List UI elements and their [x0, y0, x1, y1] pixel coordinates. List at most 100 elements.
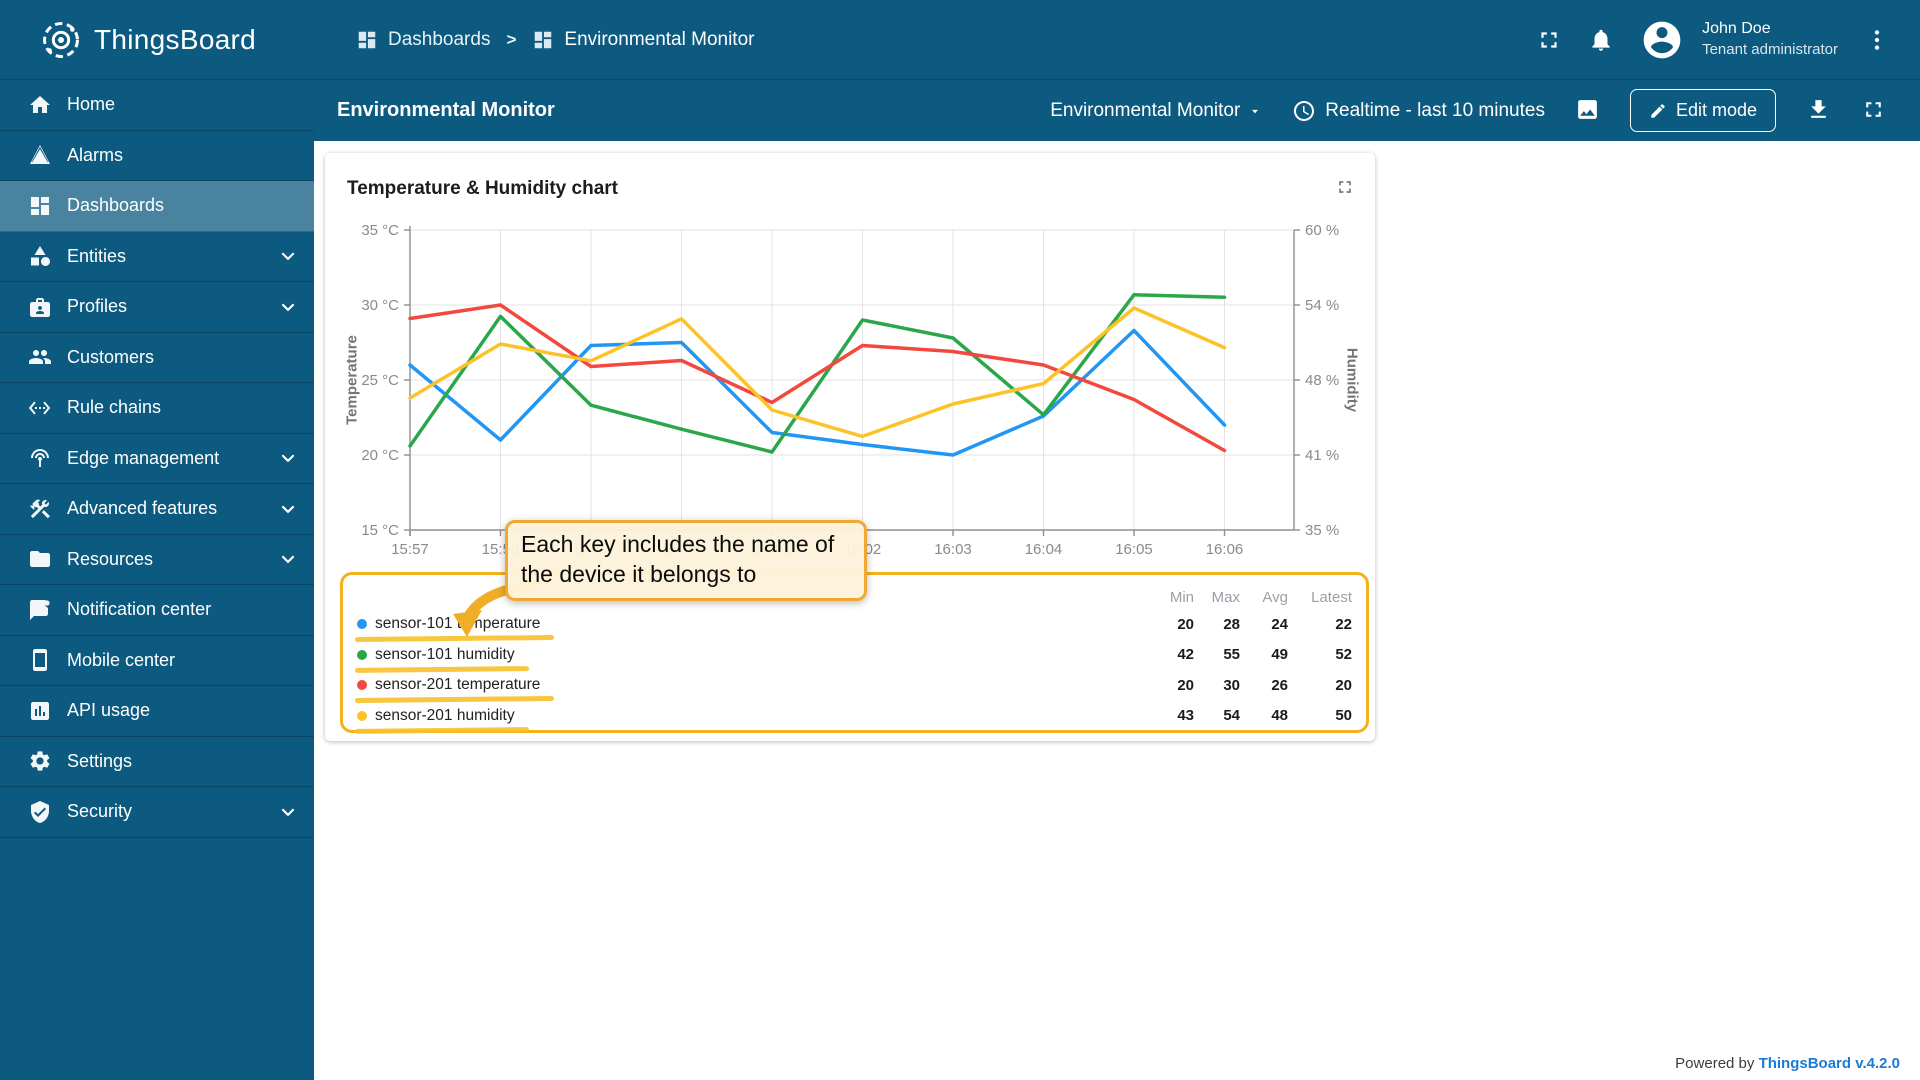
sidebar-item-resources[interactable]: Resources — [0, 535, 314, 585]
user-info[interactable]: John Doe Tenant administrator — [1702, 19, 1838, 59]
download-button[interactable] — [1806, 97, 1831, 125]
left-tick-label: 30 °C — [361, 297, 399, 314]
x-tick-label: 16:05 — [1115, 541, 1153, 558]
fullscreen-icon — [1866, 101, 1881, 117]
right-tick-label: 60 % — [1305, 222, 1339, 239]
customers-icon — [29, 350, 51, 365]
sidebar-item-profiles[interactable]: Profiles — [0, 282, 314, 333]
toolbar-fullscreen-button[interactable] — [1861, 97, 1886, 125]
legend-row-sensor-201-humidity: sensor-201 humidity 43 54 48 50 — [354, 701, 1352, 734]
sidebar-item-mobile-center[interactable]: Mobile center — [0, 636, 314, 686]
sidebar-item-notification-center[interactable]: Notification center — [0, 585, 314, 636]
right-tick-label: 35 % — [1305, 522, 1339, 539]
left-tick-label: 20 °C — [361, 447, 399, 464]
edit-mode-button[interactable]: Edit mode — [1629, 89, 1776, 132]
download-icon — [1811, 99, 1826, 118]
legend-max: 30 — [1223, 676, 1240, 694]
x-tick-label: 16:04 — [1025, 541, 1063, 558]
timewindow-button[interactable]: Realtime - last 10 minutes — [1292, 99, 1545, 123]
dashboard-select[interactable]: Environmental Monitor — [1050, 100, 1262, 122]
chevron-down-icon — [281, 556, 295, 564]
fullscreen-button[interactable] — [1536, 27, 1562, 53]
legend-avg: 26 — [1271, 676, 1288, 694]
legend-latest: 52 — [1335, 646, 1352, 664]
edge-management-icon — [31, 449, 49, 468]
sidebar-item-label: Security — [67, 801, 133, 822]
legend-column-avg: Avg — [1262, 588, 1288, 606]
bell-icon — [1592, 29, 1610, 51]
rule-chains-icon — [28, 401, 51, 415]
legend-min: 20 — [1177, 676, 1194, 694]
user-name: John Doe — [1702, 20, 1771, 38]
legend-column-max: Max — [1211, 588, 1240, 606]
sidebar-item-advanced-features[interactable]: Advanced features — [0, 484, 314, 535]
legend-key-label: sensor-201 temperature — [375, 676, 541, 694]
widget-fullscreen-button[interactable] — [1335, 177, 1355, 200]
sidebar-item-label: Rule chains — [67, 397, 162, 418]
sidebar-item-label: Alarms — [67, 144, 124, 165]
chart-area: 35 °C 30 °C 25 °C 20 °C 15 °C 60 % 54 % 48 % 41 … — [325, 208, 1375, 568]
thingsboard-logo[interactable]: ThingsBoard — [0, 19, 314, 61]
legend-row-sensor-101-humidity: sensor-101 humidity 42 55 49 52 — [354, 640, 1352, 673]
right-tick-label: 54 % — [1305, 297, 1339, 314]
sidebar-item-security[interactable]: Security — [0, 787, 314, 838]
sidebar-item-entities[interactable]: Entities — [0, 232, 314, 282]
sidebar-item-home[interactable]: Home — [0, 80, 314, 131]
series-line-sensor-201-temperature — [408, 303, 1227, 453]
user-avatar[interactable] — [1640, 18, 1684, 62]
legend-key[interactable]: sensor-101 humidity — [354, 646, 1146, 673]
mobile-center-icon — [33, 649, 47, 672]
breadcrumb-label: Dashboards — [388, 28, 491, 50]
legend-latest: 22 — [1335, 615, 1352, 633]
legend-key[interactable]: sensor-201 humidity — [354, 707, 1146, 734]
pencil-icon — [1651, 103, 1665, 118]
chart-canvas[interactable]: 35 °C 30 °C 25 °C 20 °C 15 °C 60 % 54 % 48 % 41 … — [325, 208, 1375, 568]
sidebar-item-label: Resources — [67, 548, 154, 569]
dashboard-image-button[interactable] — [1575, 97, 1600, 125]
logo-text: ThingsBoard — [94, 23, 257, 55]
left-axis-title: Temperature — [343, 335, 361, 425]
powered-by: Powered by ThingsBoard v.4.2.0 — [1675, 1055, 1900, 1072]
x-tick-label: 16:03 — [934, 541, 972, 558]
sidebar: Home Alarms Dashboards Entities Profiles Cust… — [0, 80, 314, 1080]
breadcrumb: Dashboards > Environmental Monitor — [356, 29, 754, 51]
series-color-dot — [357, 619, 367, 630]
sidebar-item-label: Settings — [67, 750, 133, 771]
sidebar-item-settings[interactable]: Settings — [0, 737, 314, 787]
breadcrumb-label: Environmental Monitor — [564, 28, 755, 50]
chevron-down-icon — [281, 808, 295, 816]
sidebar-item-customers[interactable]: Customers — [0, 333, 314, 383]
sidebar-item-api-usage[interactable]: API usage — [0, 686, 314, 737]
sidebar-item-label: Notification center — [67, 599, 212, 620]
chevron-down-icon — [281, 505, 295, 513]
sidebar-item-alarms[interactable]: Alarms — [0, 131, 314, 181]
entities-icon — [31, 246, 50, 267]
timewindow-label: Realtime - last 10 minutes — [1325, 99, 1545, 121]
home-icon — [30, 95, 50, 113]
sidebar-item-label: Home — [67, 94, 116, 115]
legend-latest: 20 — [1335, 676, 1352, 694]
chevron-down-icon — [281, 455, 295, 463]
series-color-dot — [357, 710, 367, 721]
legend-key[interactable]: sensor-201 temperature — [354, 676, 1146, 704]
sidebar-item-label: Advanced features — [67, 498, 218, 519]
clock-icon — [1294, 100, 1315, 121]
thingsboard-logo-icon — [43, 21, 79, 58]
series-line-sensor-101-humidity — [408, 293, 1227, 454]
notifications-button[interactable] — [1588, 27, 1614, 53]
more-menu-button[interactable] — [1864, 27, 1890, 53]
alarms-icon — [30, 145, 50, 165]
sidebar-item-edge-management[interactable]: Edge management — [0, 434, 314, 484]
sidebar-item-rule-chains[interactable]: Rule chains — [0, 383, 314, 434]
breadcrumb-item-environmental-monitor[interactable]: Environmental Monitor — [532, 29, 754, 51]
toolbar-actions: Environmental Monitor Realtime - last 10… — [1050, 89, 1886, 132]
sidebar-item-dashboards[interactable]: Dashboards — [0, 181, 314, 232]
dashboard-select-value: Environmental Monitor — [1050, 99, 1241, 121]
thingsboard-version-link[interactable]: ThingsBoard v.4.2.0 — [1758, 1055, 1900, 1072]
annotation-tooltip: Each key includes the name of the device… — [505, 520, 867, 601]
header-actions: John Doe Tenant administrator — [1536, 18, 1920, 62]
legend-avg: 48 — [1271, 707, 1288, 725]
legend-key[interactable]: sensor-101 temperature — [354, 615, 1146, 643]
breadcrumb-item-dashboards[interactable]: Dashboards — [356, 29, 490, 51]
